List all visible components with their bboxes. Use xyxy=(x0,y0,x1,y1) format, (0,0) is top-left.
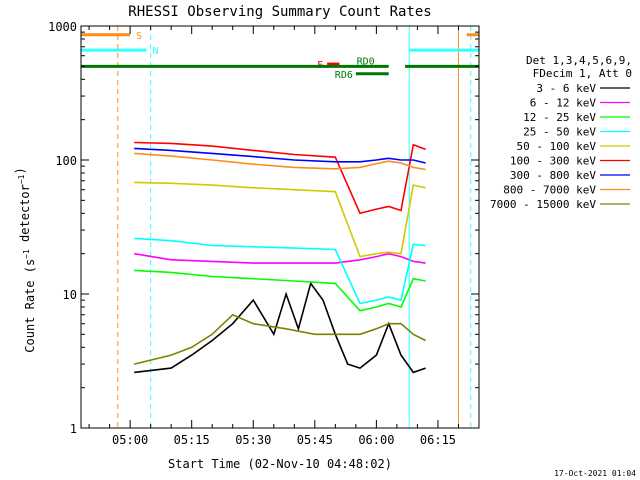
y-tick-label: 1 xyxy=(70,422,77,436)
data-series xyxy=(134,141,426,374)
x-tick-label: 05:15 xyxy=(174,433,210,447)
y-axis-label: Count Rate (s−1 detector−1) xyxy=(13,167,37,352)
flag-label-s: S xyxy=(136,31,142,42)
series-line-800-7000-kev-kev xyxy=(134,152,426,171)
footer-date: 17-Oct-2021 01:04 xyxy=(554,469,636,478)
legend-label: 3 - 6 keV xyxy=(536,82,596,95)
legend-label: 7000 - 15000 keV xyxy=(490,198,596,211)
x-tick-label: 06:00 xyxy=(358,433,394,447)
legend-label: 6 - 12 keV xyxy=(530,97,597,110)
flag-bars: SNFRD0RD6 xyxy=(80,31,479,81)
axes: 1 10 100 1000 05:00 05:15 05:30 05:45 06:00 06:15 xyxy=(48,20,480,447)
legend-label: 25 - 50 keV xyxy=(523,126,596,139)
flag-label-rd0: RD0 xyxy=(357,56,375,67)
x-tick-label: 05:45 xyxy=(297,433,333,447)
x-tick-label: 05:30 xyxy=(235,433,271,447)
legend-label: 50 - 100 keV xyxy=(517,140,597,153)
legend-label: 12 - 25 keV xyxy=(523,111,596,124)
flag-label-rd6: RD6 xyxy=(335,70,353,81)
series-line-50-100-kev-kev xyxy=(134,181,426,258)
series-line-12-25-kev-kev xyxy=(134,269,426,312)
y-tick-label: 10 xyxy=(63,288,77,302)
legend-label: 300 - 800 keV xyxy=(510,169,596,182)
legend-header-line-2: FDecim 1, Att 0 xyxy=(533,67,632,80)
legend-label: 100 - 300 keV xyxy=(510,155,596,168)
x-tick-label: 05:00 xyxy=(112,433,148,447)
y-axis-label-text: Count Rate (s−1 detector−1) xyxy=(13,167,37,352)
legend-header-line-1: Det 1,3,4,5,6,9, xyxy=(526,54,632,67)
chart-title: RHESSI Observing Summary Count Rates xyxy=(128,4,431,20)
plot-frame xyxy=(80,25,480,429)
series-line-25-50-kev-kev xyxy=(134,237,426,305)
x-axis-label: Start Time (02-Nov-10 04:48:02) xyxy=(168,457,392,471)
x-tick-label: 06:15 xyxy=(420,433,456,447)
series-line-7000-15000-kev-kev xyxy=(134,313,426,365)
series-line-100-300-kev-kev xyxy=(134,141,426,215)
legend-label: 800 - 7000 keV xyxy=(503,184,596,197)
y-tick-label: 1000 xyxy=(48,20,77,34)
vertical-marker-lines xyxy=(117,26,472,428)
flag-label-n: N xyxy=(153,46,159,57)
series-line-300-800-kev-kev xyxy=(134,147,426,164)
y-tick-label: 100 xyxy=(55,154,77,168)
series-line-6-12-kev-kev xyxy=(134,252,426,264)
